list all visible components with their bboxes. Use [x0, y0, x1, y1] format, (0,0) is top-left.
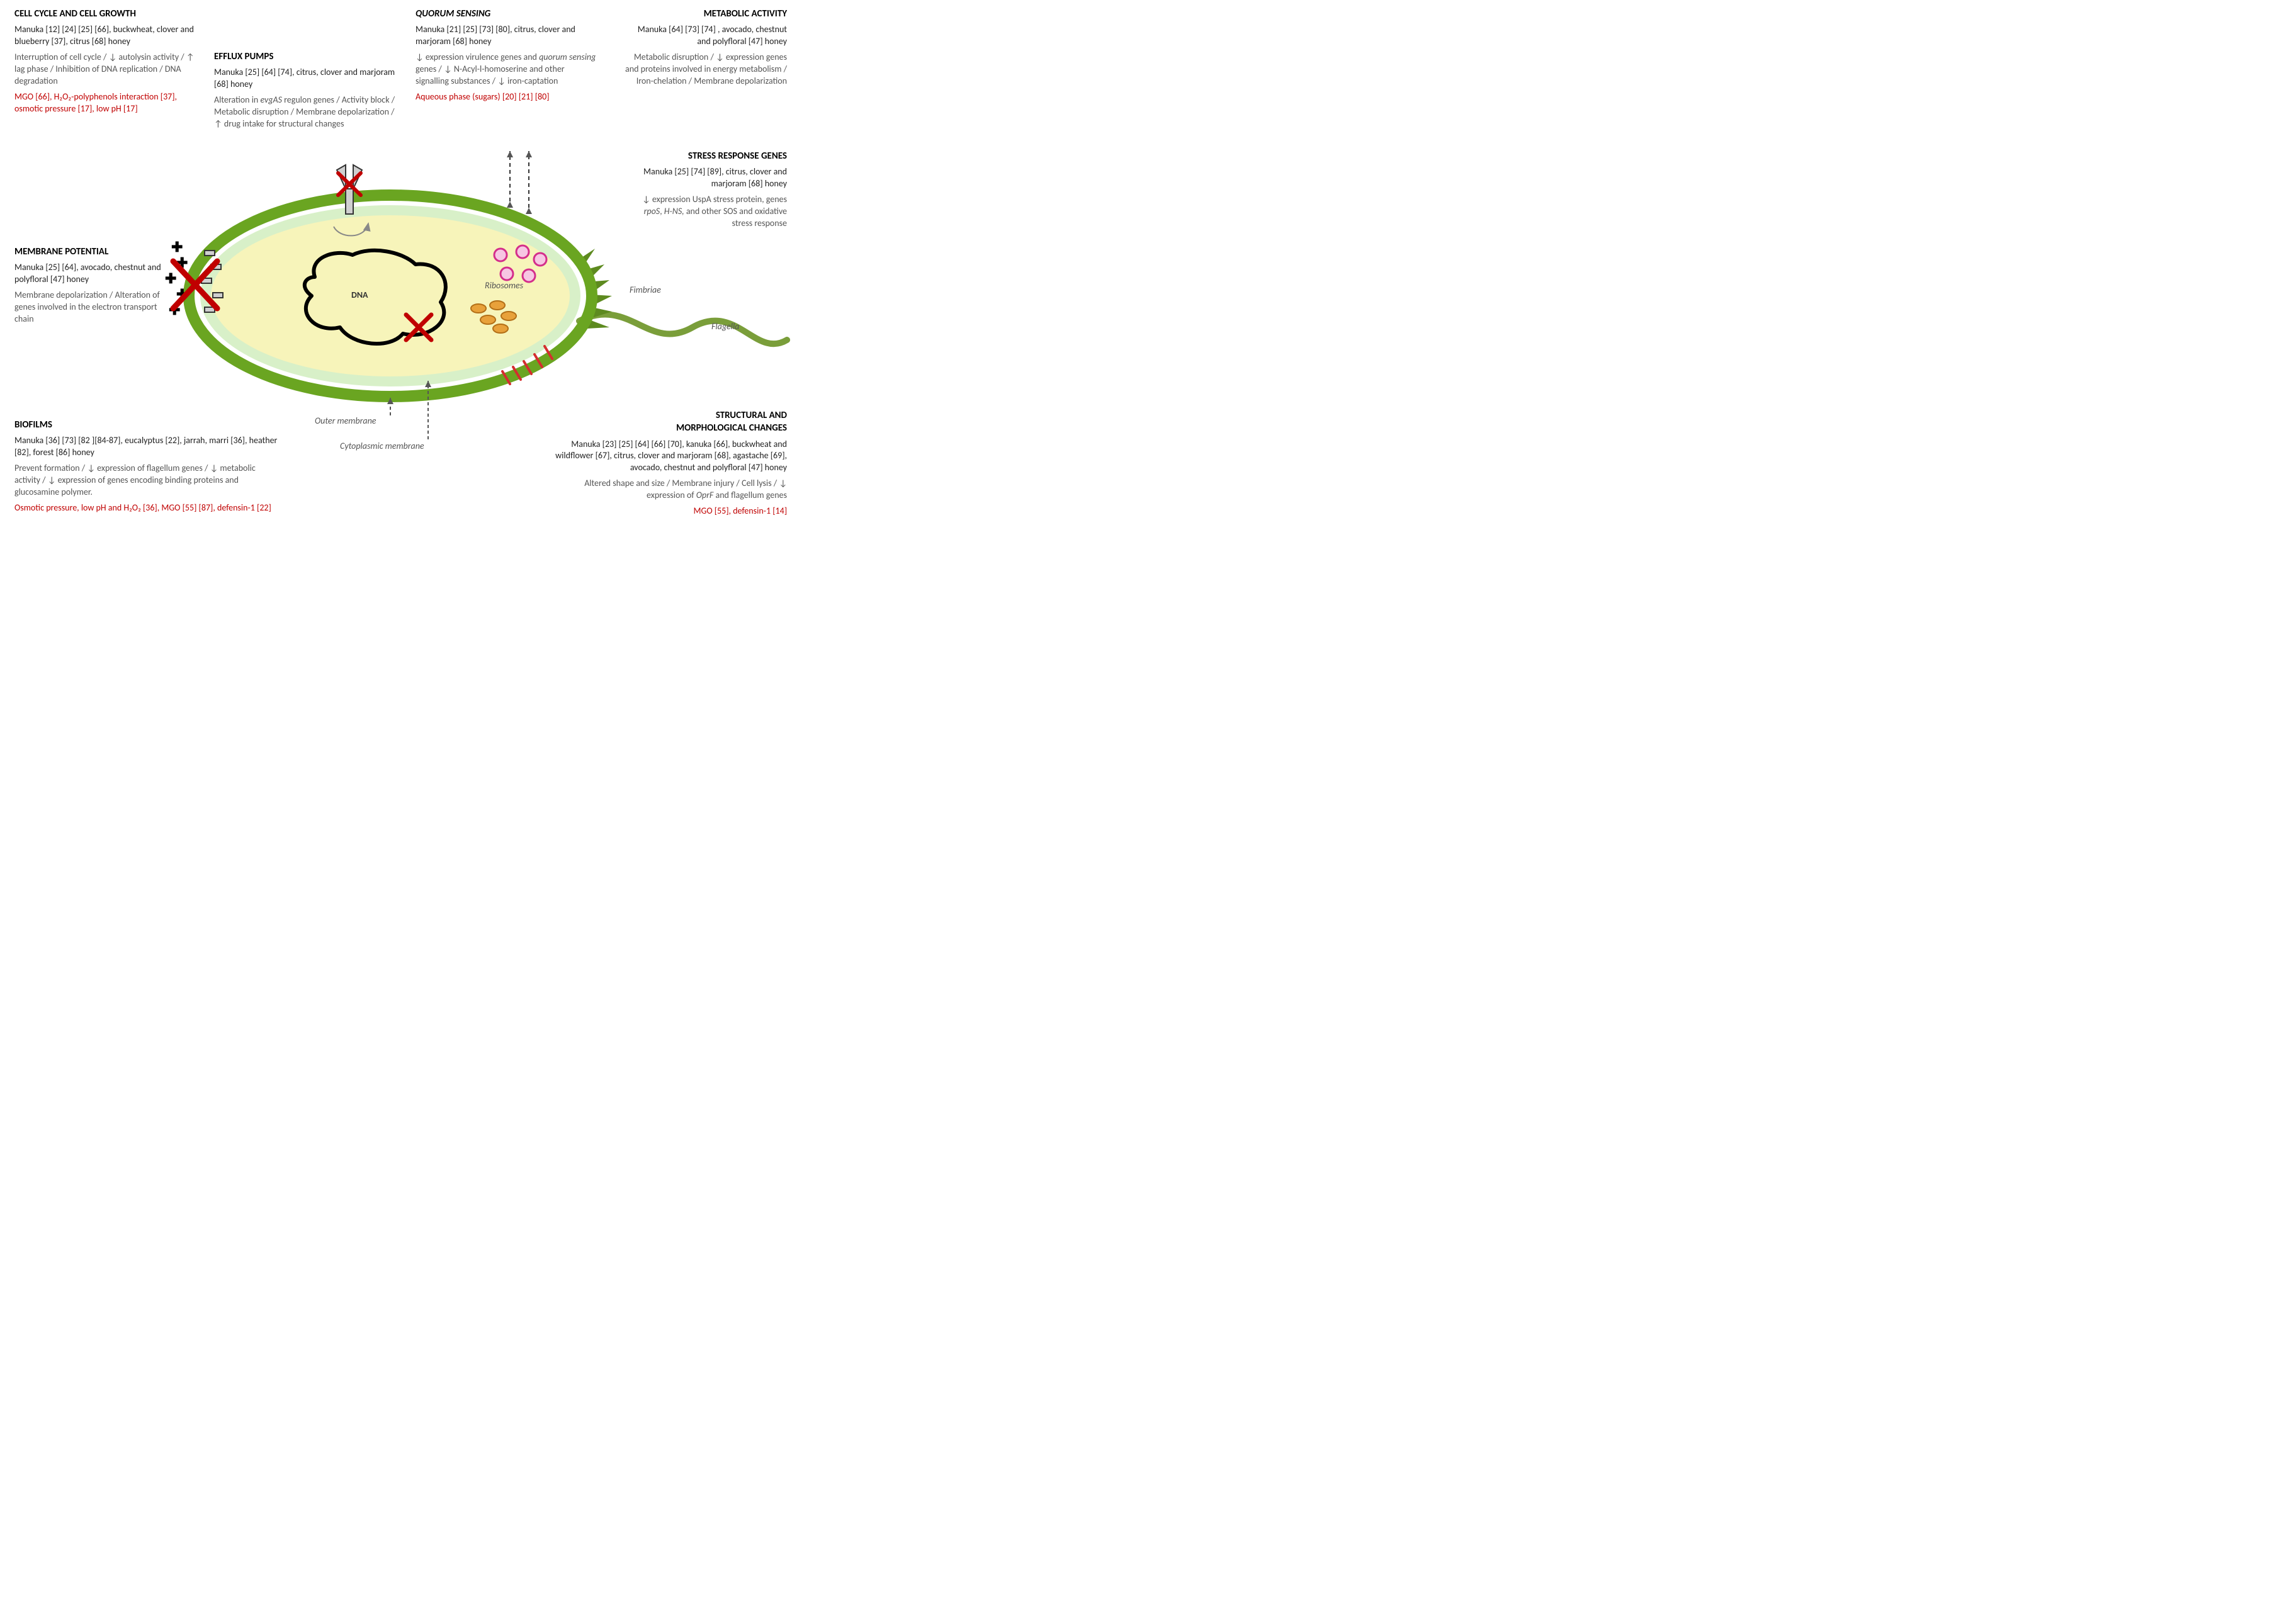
examples: Manuka [25] [74] [89], citrus, clover an… [623, 166, 787, 190]
mechanism: Prevent formation / ↓ expression of flag… [14, 463, 279, 499]
title: QUORUM SENSING [416, 8, 598, 20]
mechanism: Membrane depolarization / Alteration of … [14, 290, 172, 325]
examples: Manuka [25] [64], avocado, chestnut and … [14, 262, 172, 286]
mechanism: Metabolic disruption / ↓ expression gene… [623, 52, 787, 87]
compounds: MGO [55], defensin-1 [14] [548, 505, 787, 517]
examples: Manuka [25] [64] [74], citrus, clover an… [214, 67, 397, 91]
block-efflux-pumps: EFFLUX PUMPS Manuka [25] [64] [74], citr… [214, 50, 397, 134]
flagella-label: Flagella [711, 321, 739, 332]
dna-label: DNA [351, 290, 368, 300]
compounds: Aqueous phase (sugars) [20] [21] [80] [416, 91, 598, 103]
block-stress-response: STRESS RESPONSE GENES Manuka [25] [74] [… [623, 150, 787, 234]
svg-text:✚: ✚ [171, 239, 183, 255]
title: CELL CYCLE AND CELL GROWTH [14, 8, 197, 20]
title: STRESS RESPONSE GENES [623, 150, 787, 162]
title: METABOLIC ACTIVITY [623, 8, 787, 20]
mechanism: Alteration in evgAS regulon genes / Acti… [214, 94, 397, 130]
block-metabolic-activity: METABOLIC ACTIVITY Manuka [64] [73] [74]… [623, 8, 787, 91]
mechanism: ↓ expression UspA stress protein, genes … [623, 194, 787, 230]
title: MEMBRANE POTENTIAL [14, 245, 172, 258]
title: BIOFILMS [14, 419, 279, 431]
block-membrane-potential: MEMBRANE POTENTIAL Manuka [25] [64], avo… [14, 245, 172, 329]
mechanism: Interruption of cell cycle / ↓ autolysin… [14, 52, 197, 87]
examples: Manuka [36] [73] [82 ][84-87], eucalyptu… [14, 435, 279, 459]
outer-membrane-label: Outer membrane [315, 415, 376, 426]
block-cell-cycle: CELL CYCLE AND CELL GROWTH Manuka [12] [… [14, 8, 197, 115]
quorum-sensing-arrows [510, 151, 529, 208]
block-structural-changes: STRUCTURAL ANDMORPHOLOGICAL CHANGES Manu… [548, 409, 787, 517]
mechanism: ↓ expression virulence genes and quorum … [416, 52, 598, 87]
examples: Manuka [64] [73] [74] , avocado, chestnu… [623, 24, 787, 48]
title: STRUCTURAL ANDMORPHOLOGICAL CHANGES [548, 409, 787, 435]
mechanism: Altered shape and size / Membrane injury… [548, 478, 787, 502]
examples: Manuka [23] [25] [64] [66] [70], kanuka … [548, 439, 787, 475]
title: EFFLUX PUMPS [214, 50, 397, 63]
block-biofilms: BIOFILMS Manuka [36] [73] [82 ][84-87], … [14, 419, 279, 514]
block-quorum-sensing: QUORUM SENSING Manuka [21] [25] [73] [80… [416, 8, 598, 103]
ribosomes-label: Ribosomes [485, 280, 523, 291]
examples: Manuka [21] [25] [73] [80], citrus, clov… [416, 24, 598, 48]
cytoplasm [211, 215, 570, 376]
examples: Manuka [12] [24] [25] [66], buckwheat, c… [14, 24, 197, 48]
flagella [579, 314, 787, 344]
cytoplasmic-membrane-label: Cytoplasmic membrane [340, 441, 424, 451]
fimbriae-label: Fimbriae [630, 285, 661, 295]
compounds: Osmotic pressure, low pH and H₂O₂ [36], … [14, 502, 279, 514]
compounds: MGO [66], H₂O₂-polyphenols interaction [… [14, 91, 197, 115]
